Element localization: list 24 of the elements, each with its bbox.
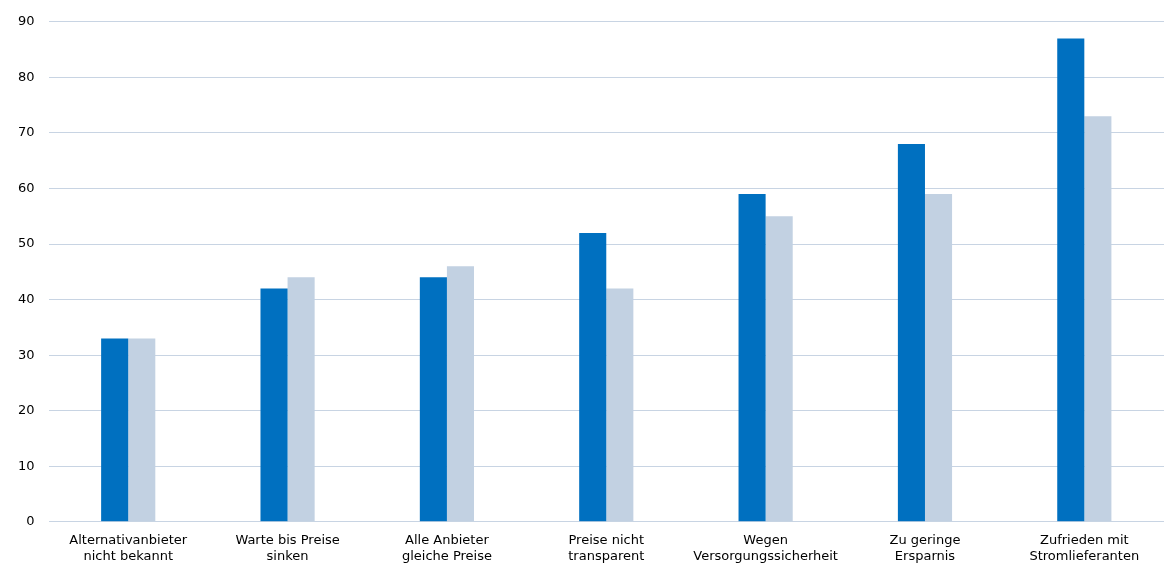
x-tick-label: Zufrieden mit Stromlieferanten bbox=[1029, 531, 1140, 563]
bar bbox=[101, 338, 129, 522]
bar bbox=[1057, 38, 1085, 522]
y-tick-label: 90 bbox=[18, 13, 35, 29]
y-tick-label: 30 bbox=[18, 346, 35, 362]
y-tick-label: 20 bbox=[18, 402, 35, 418]
y-tick-label: 50 bbox=[18, 235, 35, 251]
x-tick-label: Alle Anbieter gleiche Preise bbox=[401, 531, 492, 563]
x-tick-label: Warte bis Preise sinken bbox=[235, 531, 340, 563]
y-tick-label: 70 bbox=[18, 124, 35, 140]
bar bbox=[579, 232, 607, 522]
y-tick-label: 0 bbox=[26, 513, 35, 529]
y-tick-label: 80 bbox=[18, 68, 35, 84]
bar bbox=[260, 288, 288, 522]
bar bbox=[738, 194, 766, 522]
x-tick-label: Wegen Versorgungssicherheit bbox=[693, 531, 838, 563]
bar bbox=[419, 277, 447, 522]
y-tick-label: 40 bbox=[18, 290, 35, 306]
x-tick-label: Preise nicht transparent bbox=[568, 531, 645, 563]
bar bbox=[897, 144, 925, 522]
x-tick-label: Zu geringe Ersparnis bbox=[889, 531, 961, 563]
y-tick-label: 60 bbox=[18, 179, 35, 195]
x-tick-label: Alternativanbieter nicht bekannt bbox=[69, 531, 188, 563]
y-tick-label: 10 bbox=[18, 457, 35, 473]
